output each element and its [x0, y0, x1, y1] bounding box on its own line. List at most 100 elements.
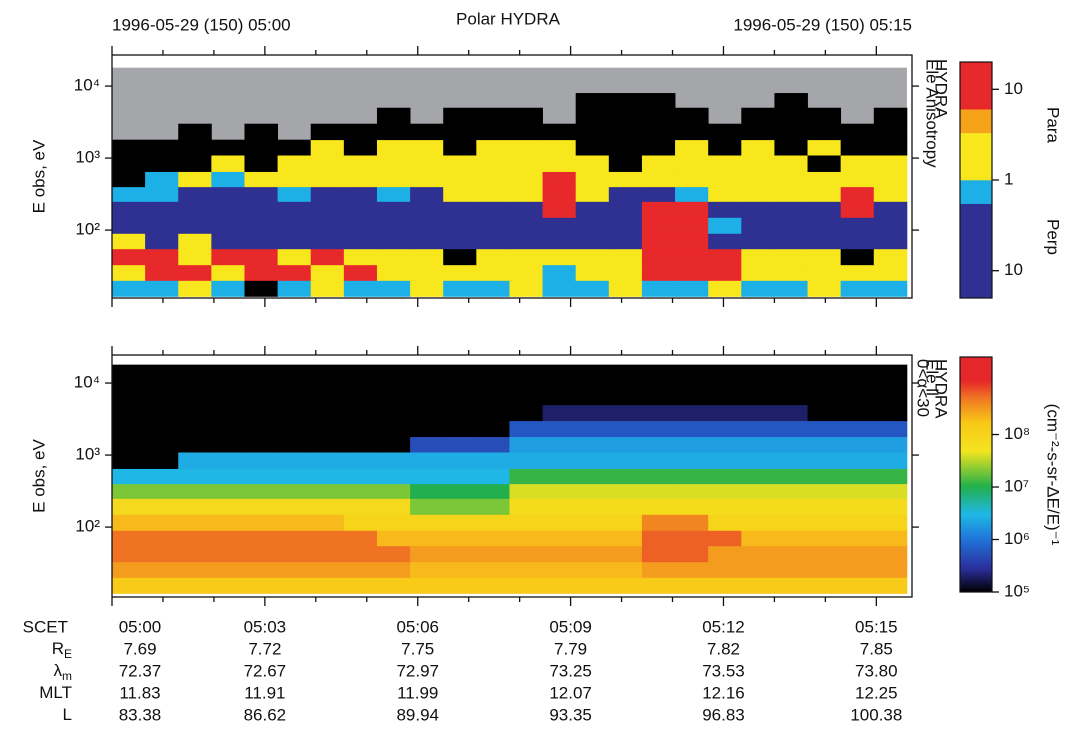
- heatmap-cell: [410, 469, 444, 485]
- heatmap-cell: [377, 530, 411, 546]
- heatmap-cell: [410, 217, 444, 233]
- heatmap-cell: [476, 187, 510, 202]
- heatmap-cell: [576, 405, 610, 421]
- heatmap-cell: [244, 546, 278, 562]
- heatmap-cell: [808, 265, 842, 281]
- ephemeris-value: 73.80: [855, 661, 898, 680]
- row-label: λm: [54, 661, 73, 683]
- heatmap-cell: [841, 365, 875, 376]
- heatmap-cell: [741, 108, 775, 124]
- heatmap-cell: [112, 265, 146, 281]
- heatmap-cell: [244, 217, 278, 233]
- heatmap-cell: [741, 405, 775, 421]
- heatmap-cell: [178, 390, 212, 405]
- heatmap-cell: [211, 187, 245, 202]
- heatmap-cell: [377, 155, 411, 172]
- heatmap-cell: [808, 514, 842, 530]
- heatmap-cell: [311, 375, 345, 391]
- heatmap-cell: [576, 530, 610, 546]
- heatmap-cell: [311, 365, 345, 376]
- heatmap-cell: [443, 514, 477, 530]
- heatmap-cell: [344, 172, 378, 188]
- heatmap-cell: [443, 405, 477, 421]
- heatmap-cell: [708, 375, 742, 391]
- heatmap-cell: [576, 280, 610, 296]
- heatmap-cell: [344, 437, 378, 453]
- heatmap-cell: [642, 484, 676, 499]
- ephemeris-value: 83.38: [119, 705, 162, 724]
- heatmap-cell: [278, 233, 312, 249]
- heatmap-cell: [377, 375, 411, 391]
- heatmap-cell: [509, 201, 543, 217]
- heatmap-cell: [642, 577, 676, 593]
- heatmap-cell: [410, 514, 444, 530]
- heatmap-cell: [543, 390, 577, 405]
- heatmap-cell: [145, 421, 179, 437]
- heatmap-cell: [244, 452, 278, 469]
- heatmap-cell: [576, 187, 610, 202]
- heatmap-cell: [675, 390, 709, 405]
- heatmap-cell: [410, 280, 444, 296]
- heatmap-cell: [410, 365, 444, 376]
- heatmap-cell: [708, 405, 742, 421]
- heatmap-cell: [443, 437, 477, 453]
- heatmap-cell: [410, 140, 444, 156]
- heatmap-cell: [211, 217, 245, 233]
- heatmap-cell: [841, 469, 875, 485]
- heatmap-cell: [311, 172, 345, 188]
- heatmap-cell: [311, 469, 345, 485]
- heatmap-cell: [675, 155, 709, 172]
- heatmap-cell: [178, 577, 212, 593]
- heatmap-cell: [774, 405, 808, 421]
- heatmap-cell: [311, 484, 345, 499]
- heatmap-cell: [675, 405, 709, 421]
- heatmap-cell: [708, 172, 742, 188]
- heatmap-cell: [543, 140, 577, 156]
- heatmap-cell: [675, 233, 709, 249]
- heatmap-cell: [311, 233, 345, 249]
- heatmap-cell: [344, 577, 378, 593]
- heatmap-cell: [278, 365, 312, 376]
- heatmap-cell: [377, 249, 411, 265]
- heatmap-cell: [576, 93, 610, 108]
- heatmap-cell: [112, 201, 146, 217]
- heatmap-cell: [841, 437, 875, 453]
- ephemeris-value: 100.38: [850, 705, 902, 724]
- colorbar-band: [960, 180, 992, 204]
- heatmap-cell: [741, 217, 775, 233]
- heatmap-cell: [211, 390, 245, 405]
- heatmap-cell: [708, 280, 742, 296]
- heatmap-cell: [410, 546, 444, 562]
- heatmap-cell: [741, 172, 775, 188]
- heatmap-cell: [708, 530, 742, 546]
- heatmap-cell: [244, 562, 278, 578]
- x-row-label: SCET: [23, 617, 68, 636]
- heatmap-cell: [808, 140, 842, 156]
- row-label: RE: [52, 639, 72, 661]
- heatmap-cell: [808, 405, 842, 421]
- heatmap-cell: [311, 577, 345, 593]
- heatmap-cell: [476, 469, 510, 485]
- heatmap-cell: [874, 233, 908, 249]
- heatmap-cell: [841, 405, 875, 421]
- heatmap-cell: [808, 562, 842, 578]
- heatmap-cell: [774, 187, 808, 202]
- heatmap-cell: [642, 405, 676, 421]
- heatmap-cell: [377, 201, 411, 217]
- heatmap-cell: [841, 577, 875, 593]
- heatmap-cell: [112, 233, 146, 249]
- heatmap-cell: [112, 562, 146, 578]
- heatmap-cell: [609, 187, 643, 202]
- heatmap-cell: [443, 421, 477, 437]
- heatmap-cell: [642, 124, 676, 140]
- heatmap-cell: [509, 562, 543, 578]
- heatmap-cell: [211, 365, 245, 376]
- heatmap-cell: [178, 469, 212, 485]
- heatmap-cell: [509, 437, 543, 453]
- heatmap-cell: [543, 201, 577, 217]
- heatmap-cell: [443, 498, 477, 514]
- heatmap-cell: [741, 187, 775, 202]
- heatmap-cell: [278, 265, 312, 281]
- heatmap-cell: [211, 484, 245, 499]
